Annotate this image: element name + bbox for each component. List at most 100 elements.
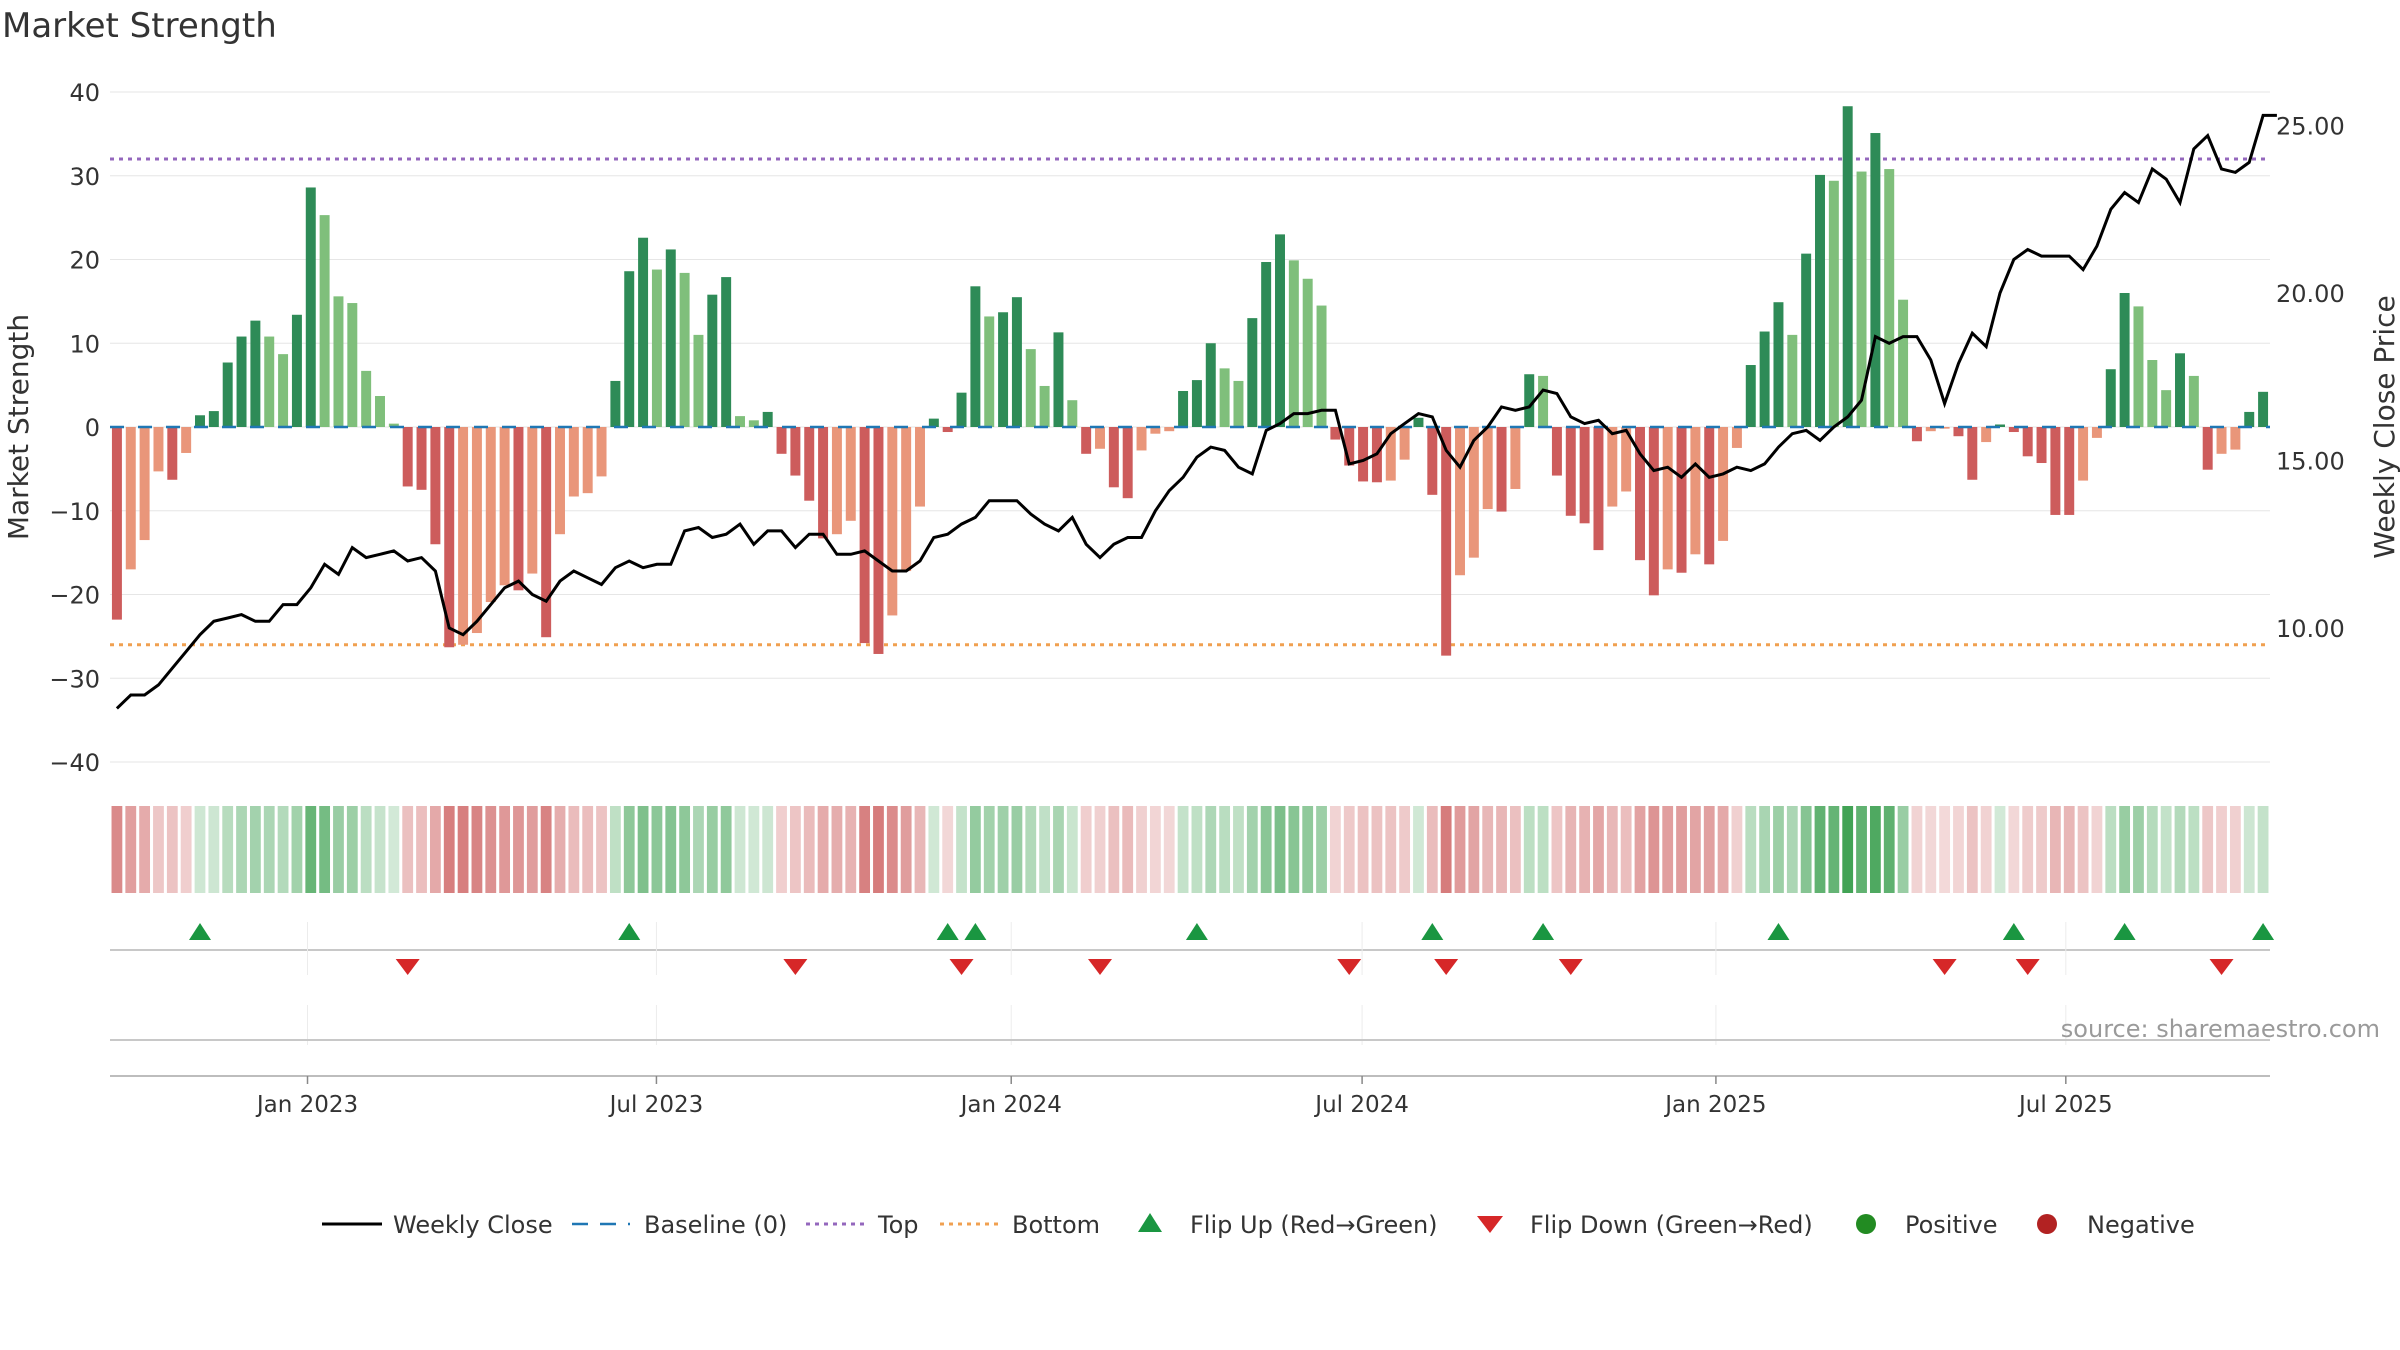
strength-strip-cell bbox=[1482, 806, 1494, 893]
strength-bar bbox=[471, 427, 482, 634]
strength-strip-cell bbox=[2119, 806, 2131, 893]
strength-bar bbox=[679, 272, 690, 427]
strength-strip-cell bbox=[1883, 806, 1895, 893]
strength-bar bbox=[1510, 427, 1521, 489]
strength-strip-cell bbox=[873, 806, 884, 893]
strength-strip-cell bbox=[2105, 806, 2117, 893]
strength-bar bbox=[361, 370, 372, 427]
y-tick-label: 10 bbox=[69, 330, 100, 358]
strength-strip-cell bbox=[2077, 806, 2089, 893]
strength-bar bbox=[2161, 390, 2172, 427]
y2-tick-label: 20.00 bbox=[2276, 280, 2345, 308]
strength-bar bbox=[430, 427, 441, 545]
strength-strip-cell bbox=[983, 806, 995, 893]
strength-strip-cell bbox=[1980, 806, 1992, 893]
strength-strip-cell bbox=[2133, 806, 2144, 893]
strength-bar bbox=[1718, 427, 1729, 541]
legend-swatch-positive bbox=[1856, 1214, 1876, 1234]
strength-strip-cell bbox=[1731, 806, 1743, 893]
strength-bar bbox=[1067, 400, 1078, 427]
strength-strip-cell bbox=[2049, 806, 2061, 893]
strength-strip-cell bbox=[1260, 806, 1272, 893]
strength-bar bbox=[319, 215, 330, 427]
legend-label: Weekly Close bbox=[393, 1211, 553, 1239]
strength-strip-cell bbox=[1925, 806, 1937, 893]
strength-bar bbox=[541, 427, 552, 638]
strength-strip-cell bbox=[1745, 806, 1757, 893]
strength-strip-cell bbox=[429, 806, 441, 893]
strength-bar bbox=[1150, 427, 1161, 434]
strength-bar bbox=[776, 427, 787, 454]
legend-label: Positive bbox=[1905, 1211, 1998, 1239]
flip-down-marker bbox=[1932, 959, 1957, 975]
strength-strip-cell bbox=[153, 806, 164, 893]
strength-strip-cell bbox=[1205, 806, 1217, 893]
strength-bar bbox=[291, 314, 302, 427]
strength-bar bbox=[1565, 427, 1576, 516]
strength-strip-cell bbox=[526, 806, 538, 893]
strength-bar bbox=[887, 427, 898, 616]
strength-bar bbox=[2036, 427, 2047, 464]
flip-up-marker bbox=[936, 923, 959, 940]
strength-bar bbox=[1967, 427, 1978, 480]
flip-up-marker bbox=[189, 923, 211, 940]
strength-strip-cell bbox=[1800, 806, 1812, 893]
strength-strip-cell bbox=[969, 806, 981, 893]
strength-bar bbox=[1939, 427, 1950, 429]
flip-down-marker bbox=[2209, 959, 2234, 975]
strength-strip-cell bbox=[1454, 806, 1466, 893]
legend-swatch-flip-down bbox=[1477, 1216, 1503, 1233]
strength-strip-cell bbox=[748, 806, 760, 893]
legend-swatch-negative bbox=[2037, 1214, 2057, 1234]
strength-bar bbox=[624, 271, 635, 427]
strength-bar bbox=[984, 316, 995, 427]
strength-bar bbox=[1981, 427, 1992, 443]
strength-bar bbox=[1787, 334, 1798, 427]
strength-strip-cell bbox=[679, 806, 691, 893]
strength-bar bbox=[1122, 427, 1133, 499]
strength-bar bbox=[264, 336, 275, 427]
strength-strip-cell bbox=[1911, 806, 1923, 893]
strength-strip-cell bbox=[1343, 806, 1355, 893]
strength-strip-cell bbox=[346, 806, 358, 893]
y-tick-label: −20 bbox=[49, 582, 100, 610]
strength-bar bbox=[1524, 374, 1535, 427]
strength-bar bbox=[596, 427, 607, 477]
strength-bar bbox=[1053, 332, 1064, 427]
strength-bar bbox=[1344, 427, 1355, 466]
strength-bar bbox=[208, 411, 219, 427]
strength-strip-cell bbox=[1011, 806, 1023, 893]
strength-strip-cell bbox=[554, 806, 566, 893]
x-tick-label: Jul 2024 bbox=[1313, 1092, 1409, 1118]
strength-strip-cell bbox=[125, 806, 137, 893]
strength-bar bbox=[1205, 343, 1216, 427]
strength-bar bbox=[513, 427, 524, 591]
strength-strip-cell bbox=[1302, 806, 1314, 893]
strength-strip-cell bbox=[1703, 806, 1715, 893]
strength-strip-cell bbox=[859, 806, 871, 893]
strength-bar bbox=[1690, 427, 1701, 555]
strength-bar bbox=[125, 427, 136, 570]
strength-strip-cell bbox=[817, 806, 829, 893]
strength-strip-cell bbox=[582, 806, 594, 893]
legend-label: Bottom bbox=[1012, 1211, 1100, 1239]
strength-bar bbox=[1621, 427, 1632, 492]
strength-strip-cell bbox=[831, 806, 843, 893]
strength-bar bbox=[1455, 427, 1465, 576]
strength-strip-cell bbox=[803, 806, 815, 893]
strength-bar bbox=[1385, 427, 1396, 481]
strength-strip-cell bbox=[222, 806, 234, 893]
strength-strip-cell bbox=[416, 806, 427, 893]
strength-bar bbox=[2202, 427, 2213, 470]
strength-bar bbox=[2244, 411, 2255, 427]
strength-bar bbox=[1039, 385, 1050, 427]
flip-down-marker bbox=[1434, 959, 1459, 975]
strength-strip-cell bbox=[1080, 806, 1092, 893]
strength-bar bbox=[1538, 375, 1549, 427]
strength-strip-cell bbox=[1565, 806, 1577, 893]
strength-bar bbox=[333, 296, 344, 427]
strength-bar bbox=[1842, 106, 1853, 428]
strength-bar bbox=[1025, 349, 1036, 427]
strength-strip-cell bbox=[305, 806, 317, 893]
strength-strip-cell bbox=[651, 806, 663, 893]
